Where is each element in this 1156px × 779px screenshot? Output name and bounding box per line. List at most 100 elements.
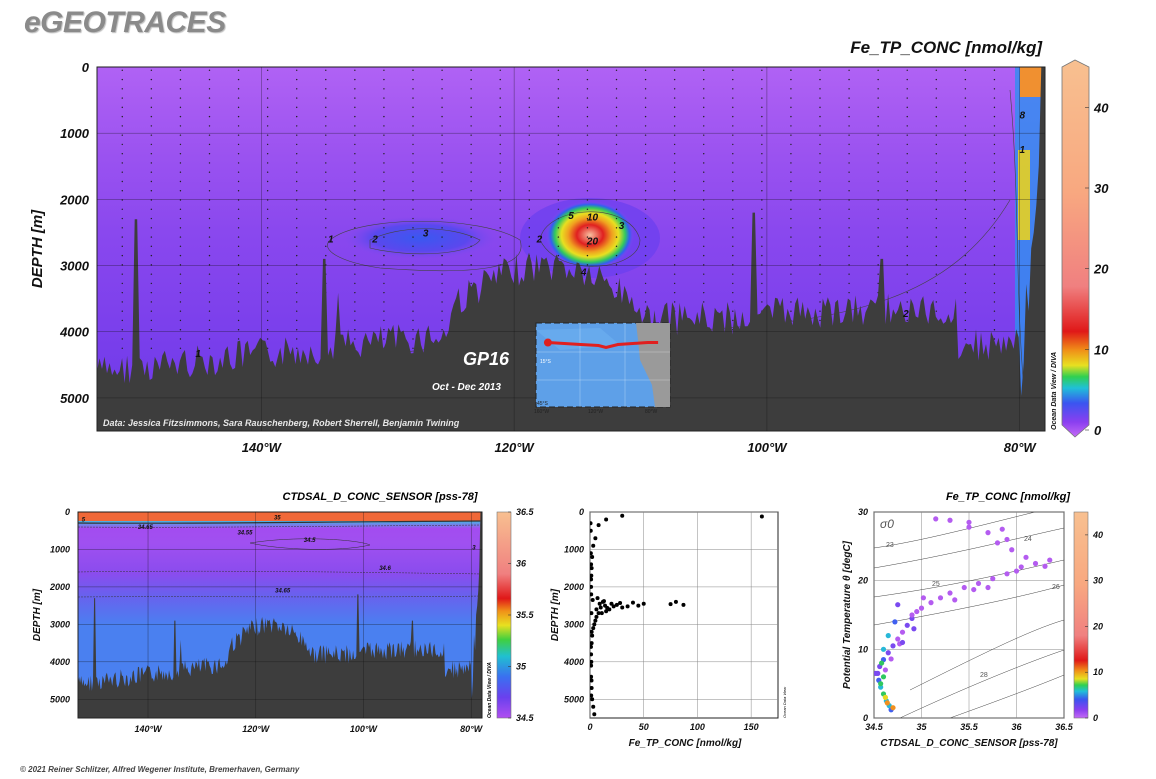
isopycnal-label-0: 23: [886, 542, 894, 549]
sample-dot: [906, 152, 908, 155]
profile-point: [636, 603, 641, 608]
y-tick-label: 4000: [563, 657, 584, 667]
sample-dot: [790, 217, 792, 220]
sample-dot: [761, 88, 763, 90]
sample-dot: [470, 208, 472, 210]
salinity-colorbar: 34.5 35 35.5 36 36.5: [496, 507, 535, 723]
sample-dot: [354, 338, 356, 340]
x-tick-label: 34.5: [865, 722, 884, 732]
sample-dot: [412, 106, 414, 109]
sample-dot: [790, 282, 792, 285]
sample-dot: [179, 171, 182, 173]
sample-dot: [586, 217, 589, 220]
sample-dot: [325, 143, 327, 146]
sample-dot: [499, 171, 501, 173]
profile-point: [594, 614, 599, 619]
sample-dot: [383, 69, 385, 72]
sample-dot: [179, 199, 182, 201]
sample-dot: [790, 264, 792, 266]
sample-dot: [732, 180, 734, 183]
contour-label: 2: [536, 234, 543, 245]
sample-dot: [325, 69, 327, 72]
sample-dot: [179, 338, 182, 340]
sample-dot: [412, 88, 414, 90]
sample-dot: [848, 171, 850, 173]
sample-dot: [848, 199, 850, 201]
sample-dot: [354, 301, 356, 303]
sample-dot: [877, 125, 879, 127]
contour-label: 1: [1019, 145, 1025, 156]
sample-dot: [964, 97, 967, 99]
sample-dot: [412, 152, 414, 155]
sample-dot: [441, 125, 443, 127]
sample-dot: [208, 190, 211, 192]
sample-dot: [586, 106, 589, 109]
y-tick-label: 0: [863, 713, 868, 723]
sample-dot: [644, 152, 647, 155]
sample-dot: [732, 291, 734, 294]
sample-dot: [819, 78, 821, 81]
sample-dot: [732, 134, 734, 136]
sample-dot: [703, 143, 705, 146]
sample-dot: [354, 152, 356, 155]
sample-dot: [121, 208, 123, 210]
sample-dot: [673, 190, 676, 192]
isopycnal-label-4: 28: [980, 672, 988, 679]
sample-dot: [412, 245, 414, 248]
profile-point: [597, 601, 602, 606]
sample-dot: [615, 208, 618, 210]
sample-dot: [412, 143, 414, 146]
sample-dot: [935, 180, 937, 183]
sample-dot: [325, 190, 327, 192]
sample-dot: [325, 254, 327, 257]
sample-dot: [703, 69, 705, 72]
sample-dot: [325, 227, 327, 229]
sample-dot: [615, 134, 618, 136]
y-tick-label: 2000: [59, 192, 90, 207]
sample-dot: [441, 78, 443, 81]
sample-dot: [470, 282, 472, 285]
sample-dot: [703, 273, 705, 275]
sample-dot: [703, 264, 705, 266]
sample-dot: [441, 143, 443, 146]
sample-dot: [325, 152, 327, 155]
sample-dot: [412, 162, 414, 164]
sample-dot: [732, 227, 734, 229]
sample-dot: [296, 115, 298, 118]
colorbar-tick-label: 36: [516, 559, 527, 569]
sample-dot: [121, 115, 123, 118]
sample-dot: [470, 125, 472, 127]
sample-dot: [906, 245, 908, 248]
sample-dot: [383, 190, 385, 192]
sample-dot: [237, 180, 240, 183]
sample-dot: [732, 319, 734, 322]
sample-dot: [208, 143, 211, 146]
sample-dot: [906, 171, 908, 173]
sample-dot: [266, 254, 269, 257]
sample-dot: [906, 273, 908, 275]
sample-dot: [179, 180, 182, 183]
sample-dot: [354, 254, 356, 257]
profile-point: [614, 602, 619, 607]
colorbar-tick-label: 40: [1093, 100, 1109, 115]
sample-dot: [877, 134, 879, 136]
sample-dot: [528, 152, 530, 155]
sample-dot: [528, 134, 530, 136]
x-tick-label: 80°W: [1004, 440, 1038, 455]
sample-dot: [877, 115, 879, 118]
isopycnal-lines: [874, 512, 1064, 718]
sample-dot: [993, 236, 996, 238]
inset-lat-label-1: 45°S: [537, 401, 549, 407]
sample-dot: [441, 227, 443, 229]
sample-dot: [906, 115, 908, 118]
sample-dot: [179, 245, 182, 248]
sample-dot: [296, 227, 298, 229]
sample-dot: [848, 78, 850, 81]
sample-dot: [877, 88, 879, 90]
sample-dot: [586, 171, 589, 173]
sample-dot: [644, 106, 647, 109]
sample-dot: [703, 152, 705, 155]
sample-dot: [615, 264, 618, 266]
sample-dot: [644, 264, 647, 266]
sample-dot: [441, 180, 443, 183]
